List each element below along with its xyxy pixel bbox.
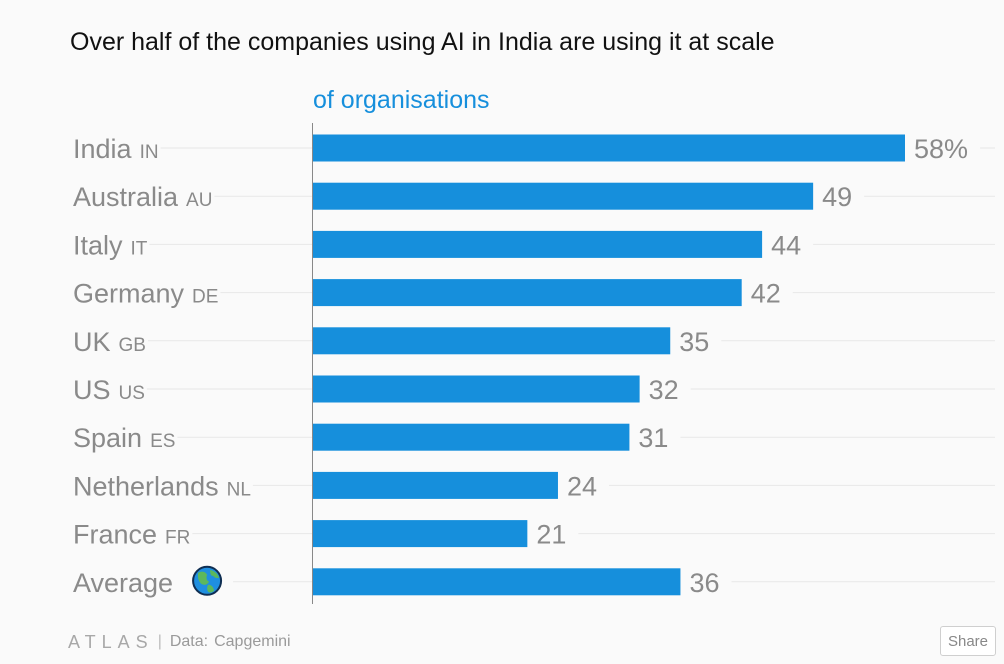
bar[interactable] xyxy=(313,568,681,596)
category-label: France FR xyxy=(73,520,190,550)
value-label: 32 xyxy=(649,375,679,405)
category-name: Average xyxy=(73,568,173,598)
bar-chart: of organisations India IN 58% Australia AU 49… xyxy=(73,86,995,604)
bar[interactable] xyxy=(313,279,742,307)
country-code: GB xyxy=(119,335,146,356)
category-label: Average xyxy=(73,568,173,598)
bar[interactable] xyxy=(313,520,528,548)
source-name: Capgemini xyxy=(214,633,291,650)
country-code: IT xyxy=(131,238,148,259)
category-label: India IN xyxy=(73,134,159,164)
chart-footer: ATLAS | Data: Capgemini xyxy=(68,630,291,654)
category-label: UK GB xyxy=(73,327,146,357)
country-code: US xyxy=(119,383,145,404)
category-name: Italy xyxy=(73,230,123,260)
category-label: Spain ES xyxy=(73,423,175,453)
category-name: India xyxy=(73,134,133,164)
source-label: Data: xyxy=(169,633,209,650)
value-label: 36 xyxy=(689,568,719,598)
value-label: 44 xyxy=(771,230,801,260)
bar[interactable] xyxy=(313,134,905,162)
country-code: AU xyxy=(186,190,212,211)
category-name: UK xyxy=(73,327,111,357)
bar[interactable] xyxy=(313,423,630,451)
category-name: US xyxy=(73,375,111,405)
category-label: Italy IT xyxy=(73,230,148,260)
country-code: ES xyxy=(150,431,175,452)
globe-land-north xyxy=(210,569,220,579)
category-name: Spain xyxy=(73,423,142,453)
value-label: 21 xyxy=(536,520,566,550)
category-name: Australia xyxy=(73,182,179,212)
category-label: Netherlands NL xyxy=(73,471,251,501)
country-code: DE xyxy=(192,287,218,308)
share-button[interactable]: Share xyxy=(940,626,996,656)
chart-title: Over half of the companies using AI in I… xyxy=(70,28,775,56)
value-label: 35 xyxy=(679,327,709,357)
value-label: 49 xyxy=(822,182,852,212)
bar[interactable] xyxy=(313,182,814,210)
value-label: 24 xyxy=(567,471,597,501)
bar[interactable] xyxy=(313,327,671,355)
globe-icon xyxy=(192,565,223,596)
bar[interactable] xyxy=(313,471,558,499)
bar[interactable] xyxy=(313,230,763,258)
value-label: 31 xyxy=(638,423,668,453)
country-code: NL xyxy=(227,479,251,500)
bar[interactable] xyxy=(313,375,640,403)
category-name: Germany xyxy=(73,279,185,309)
country-code: IN xyxy=(140,142,159,163)
value-label: 58% xyxy=(914,134,968,164)
footer-separator: | xyxy=(157,633,162,650)
country-code: FR xyxy=(165,528,190,549)
category-label: Australia AU xyxy=(73,182,212,212)
category-label: Germany DE xyxy=(73,279,218,309)
brand-logo[interactable]: ATLAS xyxy=(68,631,154,652)
category-name: Netherlands xyxy=(73,471,219,501)
value-label: 42 xyxy=(751,279,781,309)
chart-rows: India IN 58% Australia AU 49 Italy IT 44 Germany D… xyxy=(73,134,995,598)
chart-subtitle: of organisations xyxy=(313,86,490,114)
category-name: France xyxy=(73,520,157,550)
globe-land-south xyxy=(207,584,215,593)
category-label: US US xyxy=(73,375,145,405)
globe-land-west xyxy=(197,571,210,585)
